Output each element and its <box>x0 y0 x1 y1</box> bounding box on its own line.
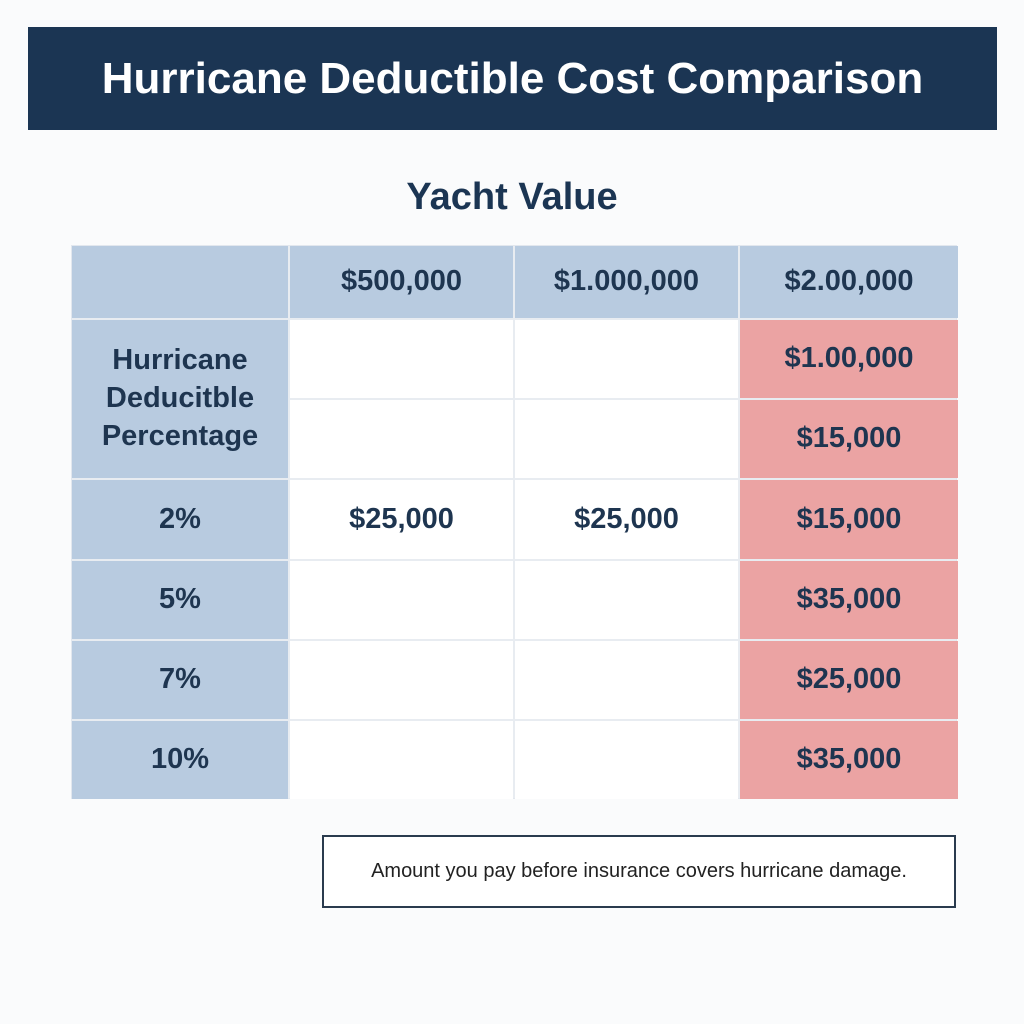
table-cell <box>290 641 513 719</box>
column-header-1m: $1.000,000 <box>515 246 738 318</box>
row-label-10pct: 10% <box>72 721 288 799</box>
title-banner: Hurricane Deductible Cost Comparison <box>28 27 997 130</box>
column-group-label: Yacht Value <box>406 176 618 218</box>
table-cell: $25,000 <box>290 480 513 559</box>
deductible-table: $500,000 $1.000,000 $2.00,000 Hurricane … <box>71 245 958 799</box>
row-label-7pct: 7% <box>72 641 288 719</box>
table-cell <box>290 721 513 799</box>
table-cell <box>515 561 738 639</box>
table-cell-highlight: $15,000 <box>740 480 958 559</box>
row-label-5pct: 5% <box>72 561 288 639</box>
table-cell-highlight: $35,000 <box>740 561 958 639</box>
page-title: Hurricane Deductible Cost Comparison <box>101 53 924 103</box>
table-cell: $25,000 <box>515 480 738 559</box>
table-cell-highlight: $1.00,000 <box>740 320 958 398</box>
table-cell <box>515 400 738 478</box>
table-cell <box>290 400 513 478</box>
table-cell <box>515 320 738 398</box>
footnote-text: Amount you pay before insurance covers h… <box>371 860 907 882</box>
column-header-2m: $2.00,000 <box>740 246 958 318</box>
header-corner <box>72 246 288 318</box>
column-header-500k: $500,000 <box>290 246 513 318</box>
table-cell-highlight: $25,000 <box>740 641 958 719</box>
table-cell <box>290 561 513 639</box>
footnote-box: Amount you pay before insurance covers h… <box>322 835 956 908</box>
table-cell-highlight: $35,000 <box>740 721 958 799</box>
table-cell <box>290 320 513 398</box>
table-cell-highlight: $15,000 <box>740 400 958 478</box>
table-cell <box>515 721 738 799</box>
row-label-2pct: 2% <box>72 480 288 559</box>
table-cell <box>515 641 738 719</box>
row-header-label: Hurricane Deducitble Percentage <box>72 320 288 478</box>
